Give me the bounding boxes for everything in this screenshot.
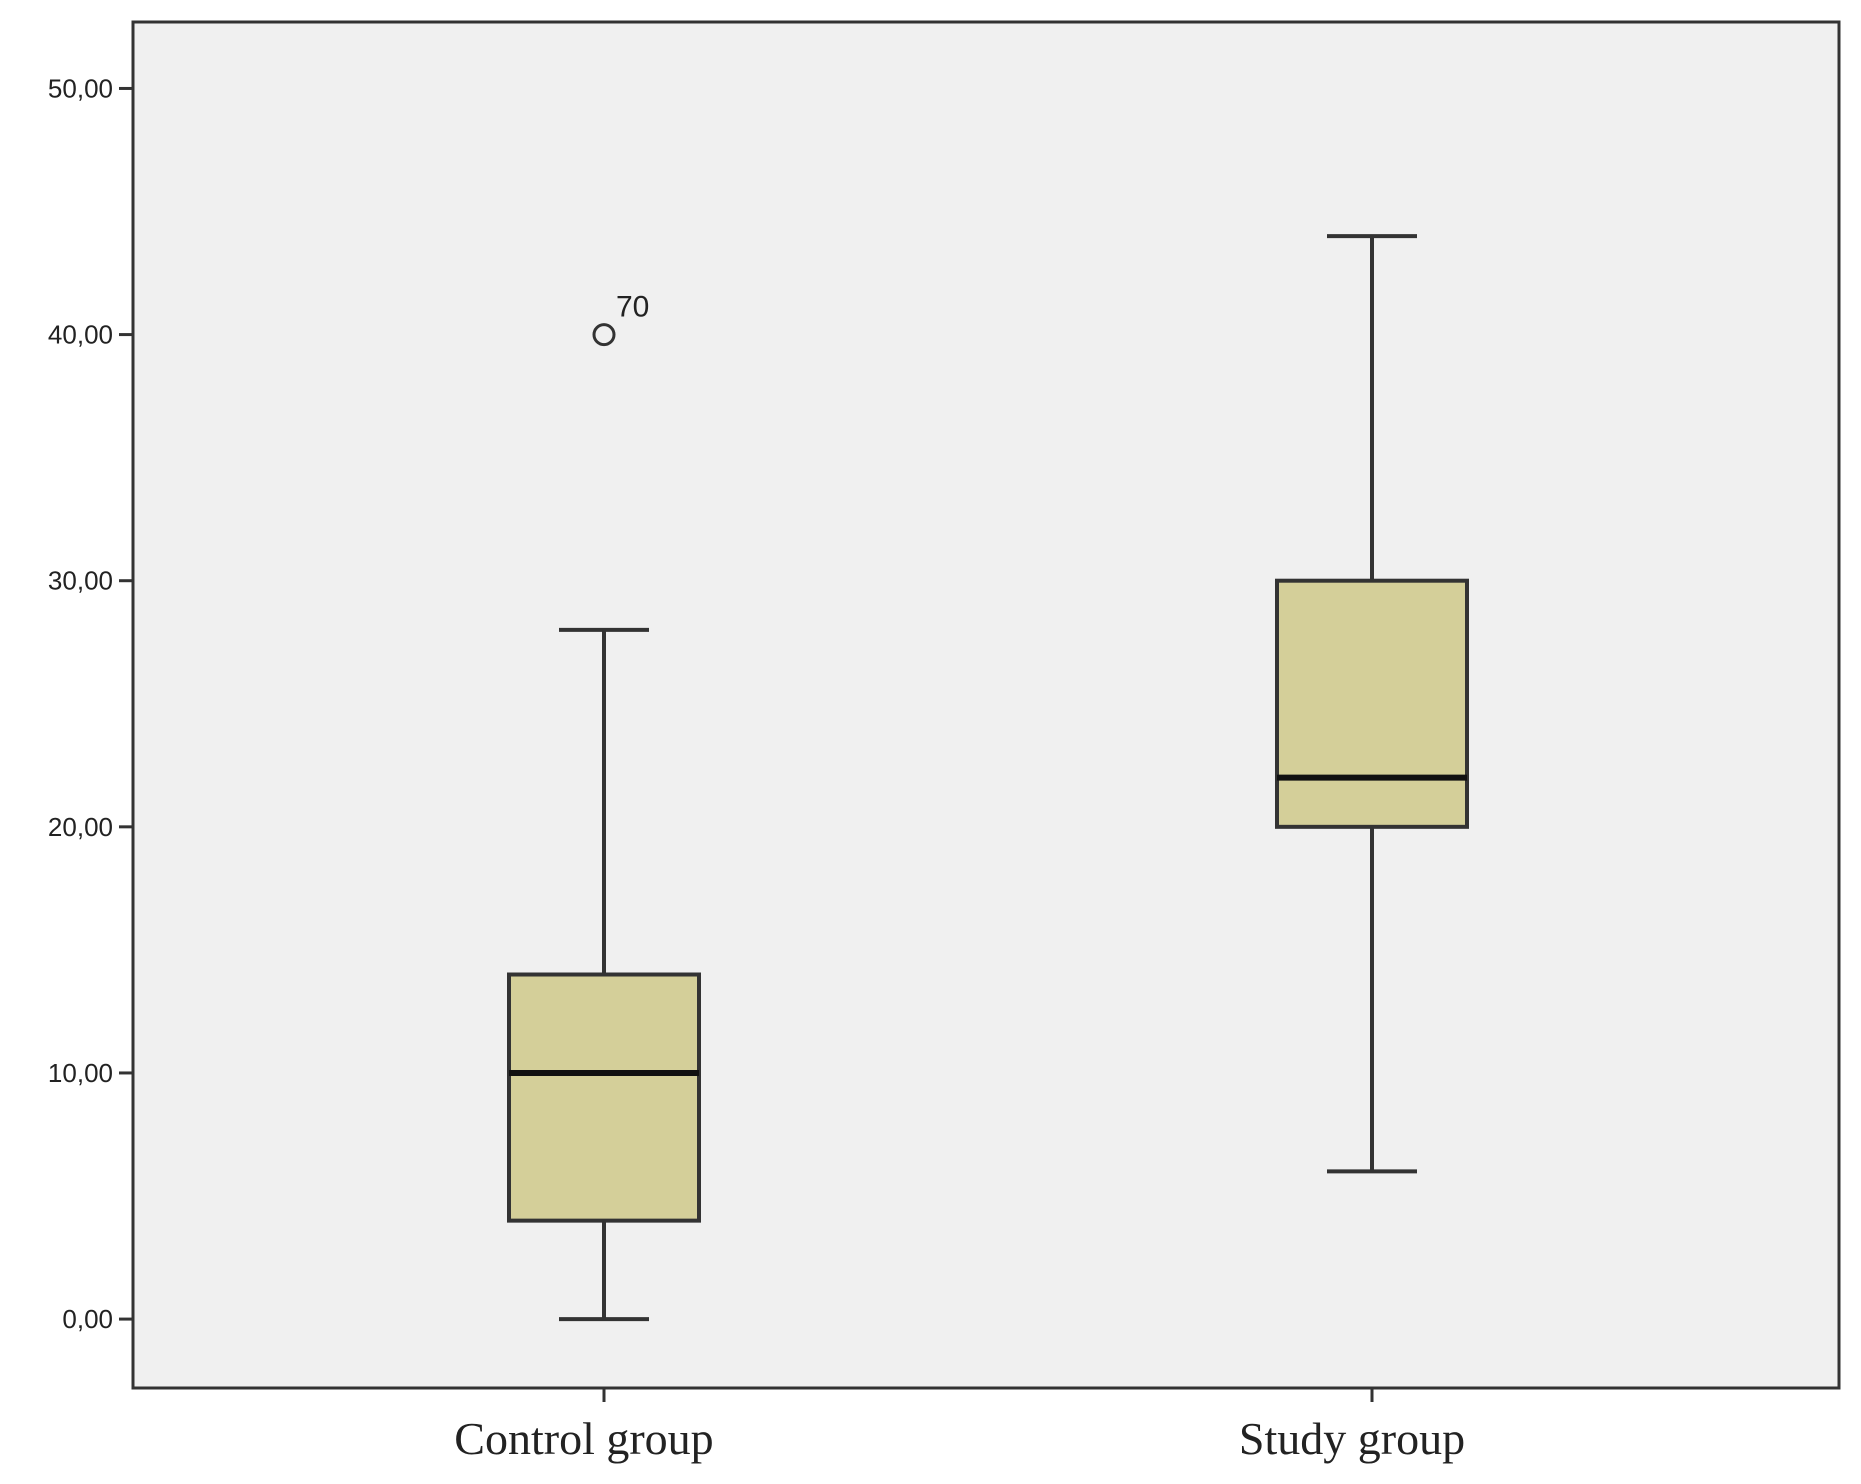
outlier-label: 70 xyxy=(616,291,649,324)
y-tick-label: 40,00 xyxy=(48,320,113,350)
x-axis: Control group Study group xyxy=(454,1388,1465,1464)
x-category-label: Study group xyxy=(1239,1413,1465,1464)
y-tick-label: 30,00 xyxy=(48,566,113,596)
y-tick-label: 0,00 xyxy=(62,1304,113,1334)
outlier-point xyxy=(592,323,616,347)
y-tick-label: 20,00 xyxy=(48,812,113,842)
x-category-label: Control group xyxy=(454,1413,713,1464)
box-iqr xyxy=(507,972,701,1223)
box-group: 70 xyxy=(507,291,701,1322)
y-tick-label: 10,00 xyxy=(48,1058,113,1088)
box-iqr xyxy=(1275,578,1469,829)
box-series: 70 xyxy=(507,234,1469,1322)
box-group xyxy=(1275,234,1469,1174)
plot-area xyxy=(131,20,1841,1390)
y-tick-label: 50,00 xyxy=(48,73,113,103)
y-axis: 0,00 10,00 20,00 30,00 40,00 50,00 xyxy=(48,73,133,1334)
